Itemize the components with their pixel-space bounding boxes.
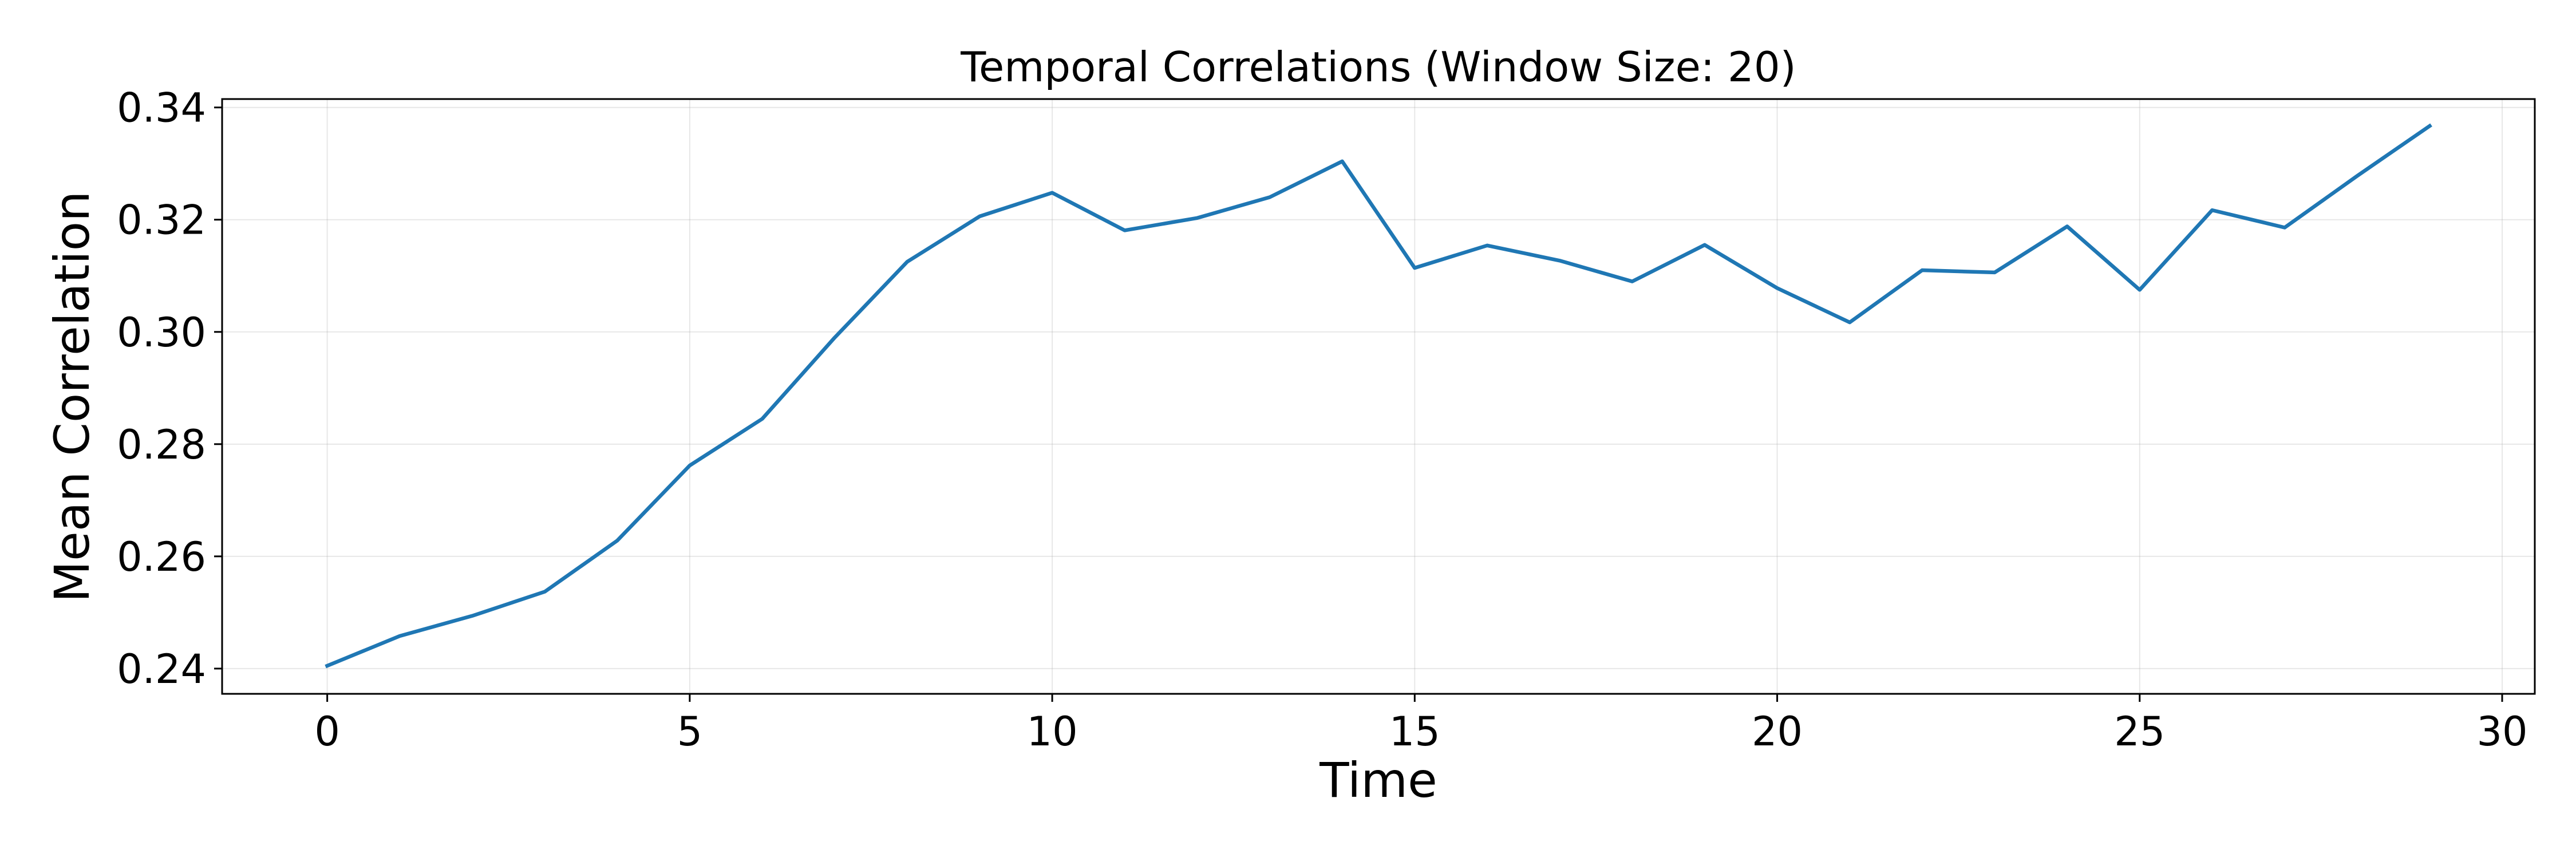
y-axis-label: Mean Correlation	[44, 191, 100, 603]
y-tick-label: 0.26	[117, 534, 206, 580]
series-line	[325, 123, 2432, 669]
chart-title: Temporal Correlations (Window Size: 20)	[960, 43, 1796, 91]
y-ticks: 0.24 0.26 0.28 0.30 0.32 0.34	[117, 85, 222, 693]
series-layer	[325, 123, 2432, 669]
y-tick-label: 0.28	[117, 421, 206, 468]
x-ticks: 0 5 10 15 20 25 30	[314, 694, 2528, 755]
x-tick-label: 25	[2114, 708, 2165, 755]
plot-frame	[221, 98, 2536, 695]
x-tick-label: 10	[1027, 708, 1078, 755]
y-tick-label: 0.24	[117, 646, 206, 693]
y-tick-label: 0.34	[117, 85, 206, 132]
x-tick-label: 30	[2476, 708, 2527, 755]
y-tick-label: 0.32	[117, 197, 206, 244]
x-tick-label: 15	[1389, 708, 1440, 755]
y-tick-label: 0.30	[117, 309, 206, 356]
x-axis-label: Time	[1319, 752, 1437, 808]
x-tick-label: 20	[1752, 708, 1803, 755]
grid-layer	[222, 99, 2535, 694]
x-tick-label: 5	[677, 708, 703, 755]
x-tick-label: 0	[314, 708, 340, 755]
